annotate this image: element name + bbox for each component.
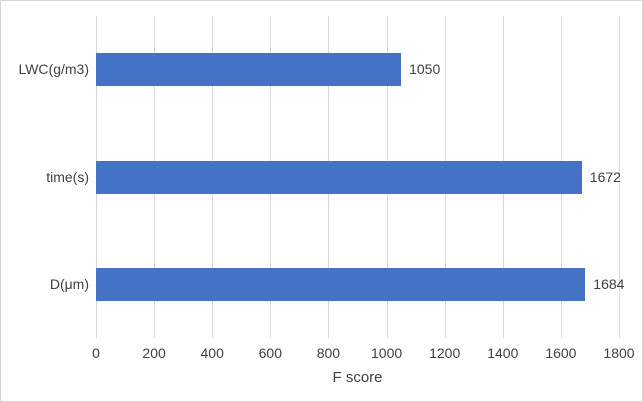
gridline-x-1800 [619,16,620,338]
x-tick-label: 1200 [429,345,461,361]
x-axis-title: F score [332,369,383,386]
data-label: 1672 [589,168,621,185]
category-label: D(μm) [49,275,89,292]
x-tick-label: 200 [142,345,166,361]
x-tick-label: 800 [316,345,341,361]
x-tick-label: 1400 [487,345,519,361]
x-tick-label: 400 [200,345,224,361]
bar-3 [96,267,586,301]
data-label: 1684 [593,275,625,292]
category-label: time(s) [46,168,89,185]
data-label: 1050 [409,61,441,78]
x-tick-label: 600 [258,345,282,361]
category-label: LWC(g/m3) [18,61,89,78]
x-tick-label: 0 [92,345,100,361]
x-tick-label: 1600 [545,345,577,361]
bar-1 [96,53,402,87]
x-tick-label: 1000 [371,345,403,361]
bar-2 [96,160,582,194]
x-tick-label: 1800 [603,345,635,361]
